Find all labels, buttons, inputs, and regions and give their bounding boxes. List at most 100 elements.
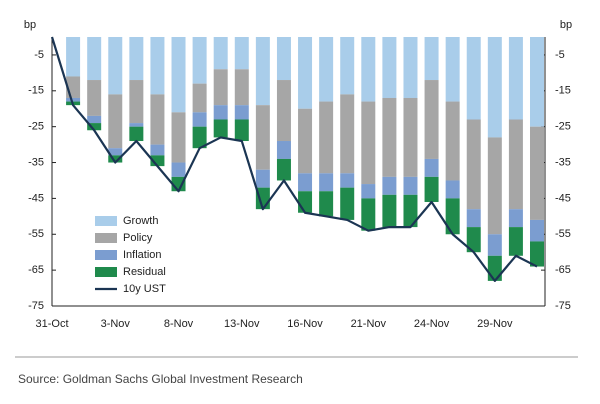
y2-tick-label: -5 [555, 49, 565, 61]
bar-segment [487, 234, 502, 256]
bar-segment [361, 101, 376, 185]
bar-segment [213, 105, 228, 120]
bar-segment [424, 158, 439, 177]
y2-tick-label: -75 [555, 300, 571, 312]
legend-swatch [95, 216, 117, 226]
legend-label: Growth [123, 215, 158, 227]
bar-segment [361, 198, 376, 231]
bar-segment [382, 194, 397, 228]
bar-segment [192, 112, 207, 127]
bar-segment [403, 37, 418, 98]
y-tick-label: -35 [28, 156, 44, 168]
y2-tick-label: -15 [555, 85, 571, 97]
bar-segment [150, 37, 165, 95]
bar-segment [129, 123, 144, 127]
bar-segment [276, 37, 291, 81]
bar-segment [508, 37, 523, 120]
bar-segment [530, 219, 544, 242]
legend-swatch [95, 267, 117, 277]
bar-segment [87, 37, 102, 81]
bar-segment [445, 180, 460, 199]
bar-segment [234, 37, 249, 70]
bar-segment [298, 108, 313, 174]
x-tick-label: 8-Nov [164, 318, 194, 330]
bar-segment [298, 173, 313, 192]
y-tick-label: -15 [28, 85, 44, 97]
bar-segment [66, 97, 81, 102]
y-axis-label: bp [24, 19, 36, 31]
bar-segment [192, 126, 207, 149]
bar-segment [466, 119, 481, 210]
bar-segment [87, 115, 102, 124]
bar-segment [150, 94, 165, 145]
bar-segment [234, 69, 249, 106]
bar-segment [319, 101, 334, 174]
bar-segment [340, 94, 355, 174]
bar-segment [340, 173, 355, 188]
bar-segment [87, 80, 102, 116]
bar-segment [150, 155, 165, 167]
bar-segment [108, 37, 123, 95]
bar-segment [508, 227, 523, 256]
y2-tick-label: -55 [555, 228, 571, 240]
bar-segment [382, 176, 397, 195]
legend-swatch [95, 233, 117, 243]
bar-segment [255, 105, 270, 170]
bar-segment [276, 80, 291, 142]
bar-segment [192, 83, 207, 113]
bar-segment [487, 255, 502, 281]
bar-segment [129, 126, 144, 142]
bar-segment [298, 37, 313, 109]
bar-segment [171, 112, 186, 163]
bar-segment [361, 37, 376, 102]
bar-segment [424, 176, 439, 202]
bar-segment [276, 158, 291, 181]
bar-segment [530, 241, 544, 267]
y2-tick-label: -25 [555, 121, 571, 133]
bar-segment [382, 37, 397, 98]
bar-segment [466, 227, 481, 253]
legend-label: 10y UST [123, 283, 166, 295]
x-tick-label: 13-Nov [224, 318, 260, 330]
bar-segment [445, 101, 460, 181]
bar-segment [213, 119, 228, 138]
bar-segment [361, 184, 376, 199]
y-tick-label: -65 [28, 264, 44, 276]
bar-segment [319, 37, 334, 102]
bar-segment [255, 37, 270, 106]
y-tick-label: -45 [28, 192, 44, 204]
bar-segment [319, 191, 334, 217]
bar-segment [403, 176, 418, 195]
source: Source: Goldman Sachs Global Investment … [18, 372, 303, 386]
y-tick-label: -75 [28, 300, 44, 312]
y2-tick-label: -45 [555, 192, 571, 204]
bar-segment [466, 209, 481, 228]
bar-segment [424, 80, 439, 159]
y2-axis-label: bp [560, 19, 572, 31]
legend-label: Policy [123, 232, 153, 244]
bar-segment [340, 37, 355, 95]
y-tick-label: -5 [34, 49, 44, 61]
bar-segment [298, 191, 313, 213]
bar-segment [487, 37, 502, 138]
bar-segment [129, 80, 144, 124]
bar-segment [530, 126, 544, 220]
bar-segment [129, 37, 144, 81]
y-tick-label: -25 [28, 121, 44, 133]
bar-segment [445, 198, 460, 235]
bar-segment [171, 37, 186, 113]
bar-segment [466, 37, 481, 120]
y2-tick-label: -35 [555, 156, 571, 168]
bar-segment [403, 194, 418, 228]
x-tick-label: 21-Nov [351, 318, 387, 330]
bar-segment [508, 119, 523, 210]
bar-segment [255, 169, 270, 188]
x-tick-label: 29-Nov [477, 318, 513, 330]
x-tick-label: 16-Nov [287, 318, 323, 330]
x-tick-label: 31-Oct [35, 318, 68, 330]
bar-segment [508, 209, 523, 228]
bar-segment [424, 37, 439, 81]
bar-segment [108, 148, 123, 156]
bar-segment [382, 97, 397, 177]
